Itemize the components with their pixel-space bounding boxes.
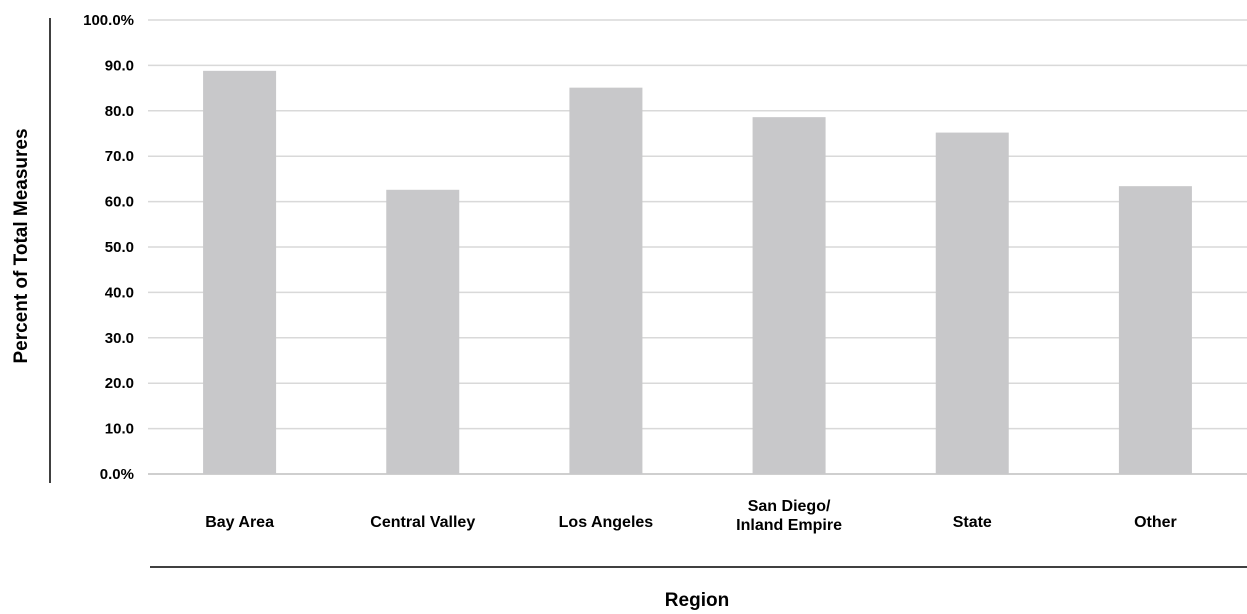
x-category-label: Central Valley xyxy=(370,514,475,531)
y-tick-label: 30.0 xyxy=(105,330,134,347)
y-tick-label: 100.0% xyxy=(83,12,134,29)
bars xyxy=(203,70,1192,475)
bar xyxy=(569,87,643,475)
x-category-label: Other xyxy=(1134,514,1177,531)
y-tick-label: 0.0% xyxy=(100,466,134,483)
y-tick-label: 20.0 xyxy=(105,375,134,392)
x-category-label: San Diego/Inland Empire xyxy=(736,498,842,534)
y-tick-label: 50.0 xyxy=(105,239,134,256)
x-category-label: Bay Area xyxy=(205,514,274,531)
y-tick-label: 40.0 xyxy=(105,284,134,301)
y-tick-label: 80.0 xyxy=(105,103,134,120)
y-axis-title: Percent of Total Measures xyxy=(11,128,32,363)
bar xyxy=(752,117,826,474)
bar xyxy=(386,189,460,474)
gridlines xyxy=(148,19,1247,475)
x-axis-categories: Bay Area Central Valley Los Angeles San Die… xyxy=(205,498,1177,534)
bar xyxy=(935,132,1009,475)
x-axis-title: Region xyxy=(665,590,729,611)
y-tick-label: 90.0 xyxy=(105,57,134,74)
y-tick-label: 60.0 xyxy=(105,194,134,211)
x-category-label: State xyxy=(953,514,992,531)
y-tick-label: 70.0 xyxy=(105,148,134,165)
bar xyxy=(1118,186,1192,474)
y-tick-label: 10.0 xyxy=(105,421,134,438)
y-axis-ticks: 0.0% 10.0 20.0 30.0 40.0 50.0 60.0 70.0 80.0 90.0… xyxy=(83,12,134,483)
x-category-label: Los Angeles xyxy=(559,514,654,531)
bar xyxy=(203,70,277,475)
